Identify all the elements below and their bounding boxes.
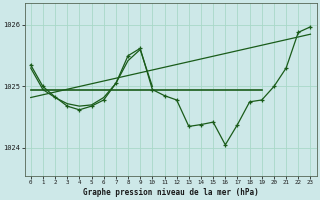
X-axis label: Graphe pression niveau de la mer (hPa): Graphe pression niveau de la mer (hPa) xyxy=(83,188,259,197)
